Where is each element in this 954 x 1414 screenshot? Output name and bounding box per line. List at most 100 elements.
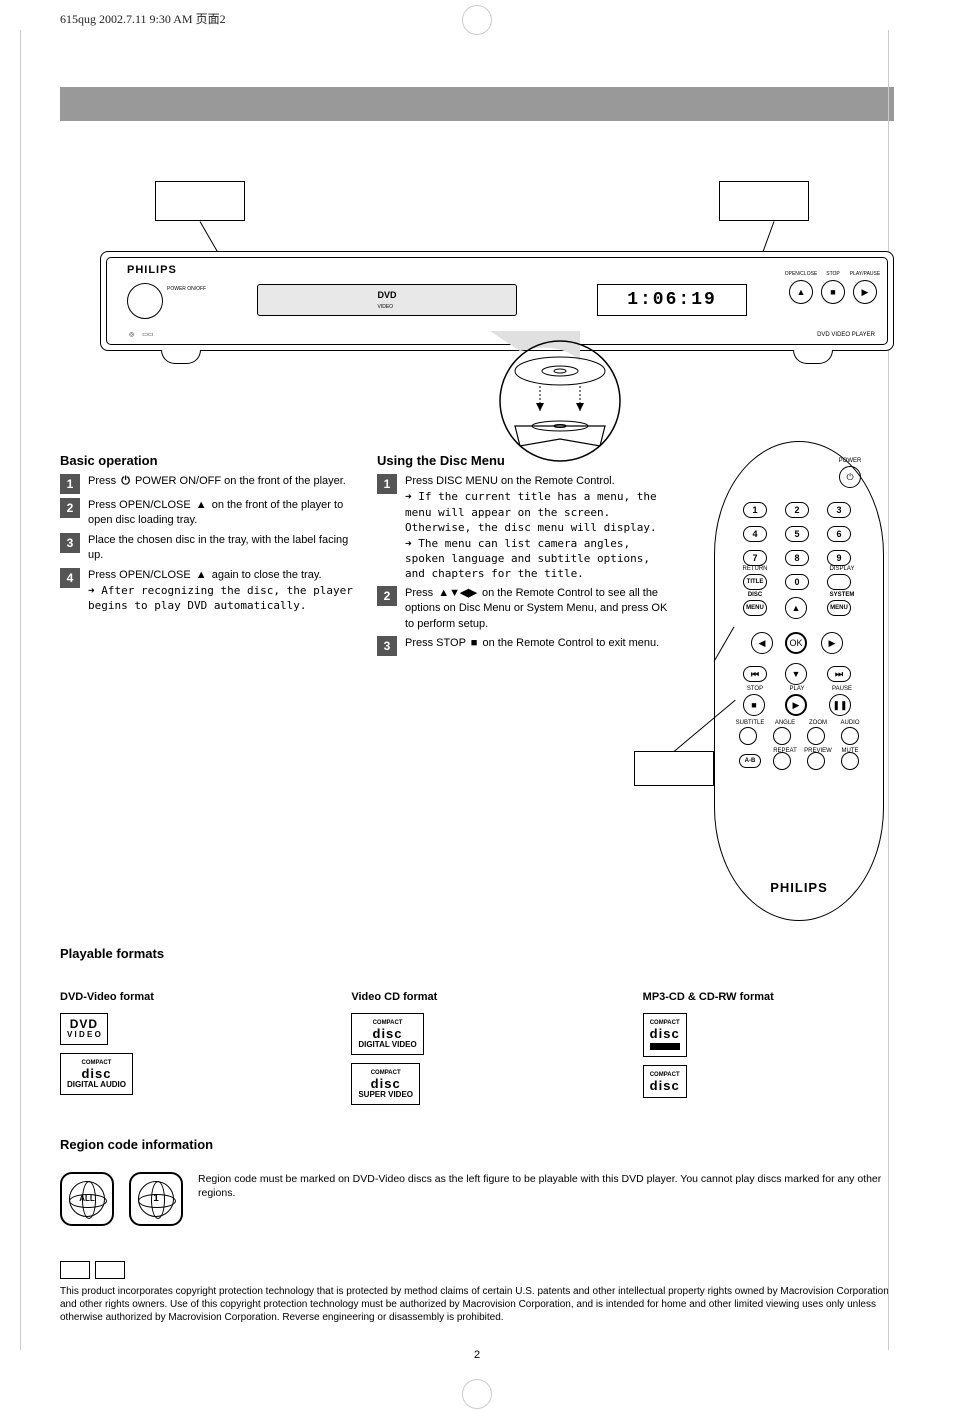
stop-icon: ■ (830, 287, 835, 297)
play-icon: ▶ (862, 287, 869, 298)
play-pause-button[interactable]: PLAY/PAUSE ▶ (853, 280, 877, 304)
step: 3 Place the chosen disc in the tray, wit… (60, 533, 357, 564)
section-heading: Region code information (60, 1137, 894, 1152)
step: 1 Press ⏻ POWER ON/OFF on the front of t… (60, 474, 357, 494)
keypad-7[interactable]: 7 (743, 550, 767, 566)
time-display: 1:06:19 (597, 284, 747, 316)
format-col: MP3-CD & CD-RW format COMPACTdisc COMPAC… (643, 991, 894, 1109)
format-col: Video CD format COMPACTdiscDIGITAL VIDEO… (351, 991, 602, 1109)
region-text: Region code must be marked on DVD-Video … (198, 1172, 894, 1201)
crop-mark (20, 30, 21, 1350)
cd-rw-logo: COMPACTdisc (643, 1065, 687, 1098)
cd-logos: ◎▭▭ (129, 331, 154, 338)
step-number: 1 (377, 474, 397, 494)
keypad-0[interactable]: 0 (785, 574, 809, 590)
remote-play-button[interactable]: ▶ (785, 694, 807, 716)
remote-power-button[interactable]: ⏻ (839, 466, 861, 488)
display-label: DISPLAY (827, 566, 857, 572)
globe-icon: ALL (69, 1181, 105, 1217)
right-button[interactable]: ▶ (821, 632, 843, 654)
keypad-6[interactable]: 6 (827, 526, 851, 542)
remote-body: POWER ⏻ 1 2 3 4 5 6 7 8 9 RETURN DISPLAY… (714, 441, 884, 921)
next-button[interactable]: ⏭ (827, 666, 851, 682)
result-note: ➜ The menu can list camera angles, spoke… (405, 536, 674, 582)
step-number: 4 (60, 568, 80, 588)
crop-target-icon (462, 1379, 492, 1409)
keypad-1[interactable]: 1 (743, 502, 767, 518)
stop-label: STOP (740, 686, 770, 692)
formats-section: Playable formats DVD-Video format DVDV I… (60, 946, 894, 1109)
format-heading: MP3-CD & CD-RW format (643, 991, 894, 1003)
keypad-5[interactable]: 5 (785, 526, 809, 542)
player-illustration: PHILIPS POWER ON/OFF DVDVIDEO 1:06:19 OP… (60, 181, 894, 431)
zoom-label: ZOOM (803, 720, 833, 726)
keypad-4[interactable]: 4 (743, 526, 767, 542)
pause-label: PAUSE (827, 686, 857, 692)
zoom-button[interactable] (807, 727, 825, 745)
repeat-button[interactable] (773, 752, 791, 770)
play-label: PLAY (782, 686, 812, 692)
result-note: ➜ After recognizing the disc, the player… (88, 583, 357, 614)
step-number: 3 (377, 636, 397, 656)
step: 1 Press DISC MENU on the Remote Control.… (377, 474, 674, 582)
power-button[interactable] (127, 283, 163, 319)
trademark-note: This product incorporates copyright prot… (60, 1285, 894, 1324)
region-section: Region code information ALL 1 Region cod… (60, 1137, 894, 1226)
left-button[interactable]: ◀ (751, 632, 773, 654)
front-button-group: OPEN/CLOSE ▲ STOP ■ PLAY/PAUSE ▶ (789, 280, 877, 304)
eject-icon: ▲ (797, 287, 806, 297)
title-bar (60, 87, 894, 121)
keypad-8[interactable]: 8 (785, 550, 809, 566)
ok-button[interactable]: OK (785, 632, 807, 654)
eject-icon: ▲ (196, 499, 207, 511)
format-col: DVD-Video format DVDV I D E O COMPACTdis… (60, 991, 311, 1109)
step-number: 1 (60, 474, 80, 494)
cd-digital-video-logo: COMPACTdiscDIGITAL VIDEO (351, 1013, 423, 1055)
open-close-button[interactable]: OPEN/CLOSE ▲ (789, 280, 813, 304)
prev-button[interactable]: ⏮ (743, 666, 767, 682)
step: 2 Press OPEN/CLOSE ▲ on the front of the… (60, 498, 357, 529)
power-label: POWER ON/OFF (167, 286, 206, 292)
step-text: Place the chosen disc in the tray, with … (88, 533, 357, 564)
angle-button[interactable] (773, 727, 791, 745)
step-text: Press ⏻ POWER ON/OFF on the front of the… (88, 474, 357, 494)
step-number: 2 (60, 498, 80, 518)
subtitle-label: SUBTITLE (735, 720, 765, 726)
up-button[interactable]: ▲ (785, 597, 807, 619)
format-heading: Video CD format (351, 991, 602, 1003)
down-button[interactable]: ▼ (785, 663, 807, 685)
player-type-label: DVD VIDEO PLAYER (817, 332, 875, 338)
section-heading: Playable formats (60, 946, 894, 961)
system-menu-button[interactable]: MENU (827, 600, 851, 616)
disc-menu-button[interactable]: MENU (743, 600, 767, 616)
step-text: Press DISC MENU on the Remote Control. ➜… (405, 474, 674, 582)
dpad-icon: ▲▼◀▶ (438, 587, 477, 599)
stop-button[interactable]: STOP ■ (821, 280, 845, 304)
step-number: 2 (377, 586, 397, 606)
remote-pause-button[interactable]: ❚❚ (829, 694, 851, 716)
ab-button[interactable]: A-B (739, 754, 761, 768)
keypad-3[interactable]: 3 (827, 502, 851, 518)
remote-stop-button[interactable]: ■ (743, 694, 765, 716)
mute-button[interactable] (841, 752, 859, 770)
subtitle-button[interactable] (739, 727, 757, 745)
keypad-2[interactable]: 2 (785, 502, 809, 518)
eject-icon: ▲ (196, 569, 207, 581)
disc-tray[interactable]: DVDVIDEO (257, 284, 517, 316)
step: 3 Press STOP ■ on the Remote Control to … (377, 636, 674, 656)
keypad-9[interactable]: 9 (827, 550, 851, 566)
button-label: OPEN/CLOSE (785, 271, 818, 277)
result-note: ➜ If the current title has a menu, the m… (405, 489, 674, 535)
callout-box (719, 181, 809, 221)
disc-menu-section: Using the Disc Menu 1 Press DISC MENU on… (377, 441, 674, 921)
step-text: Press ▲▼◀▶ on the Remote Control to see … (405, 586, 674, 632)
display-button[interactable] (827, 574, 851, 590)
audio-label: AUDIO (835, 720, 865, 726)
title-button[interactable]: TITLE (743, 574, 767, 590)
audio-button[interactable] (841, 727, 859, 745)
power-label: POWER (835, 458, 865, 464)
preview-button[interactable] (807, 752, 825, 770)
step: 4 Press OPEN/CLOSE ▲ again to close the … (60, 568, 357, 614)
button-label: PLAY/PAUSE (850, 271, 880, 277)
page-number: 2 (60, 1349, 894, 1361)
